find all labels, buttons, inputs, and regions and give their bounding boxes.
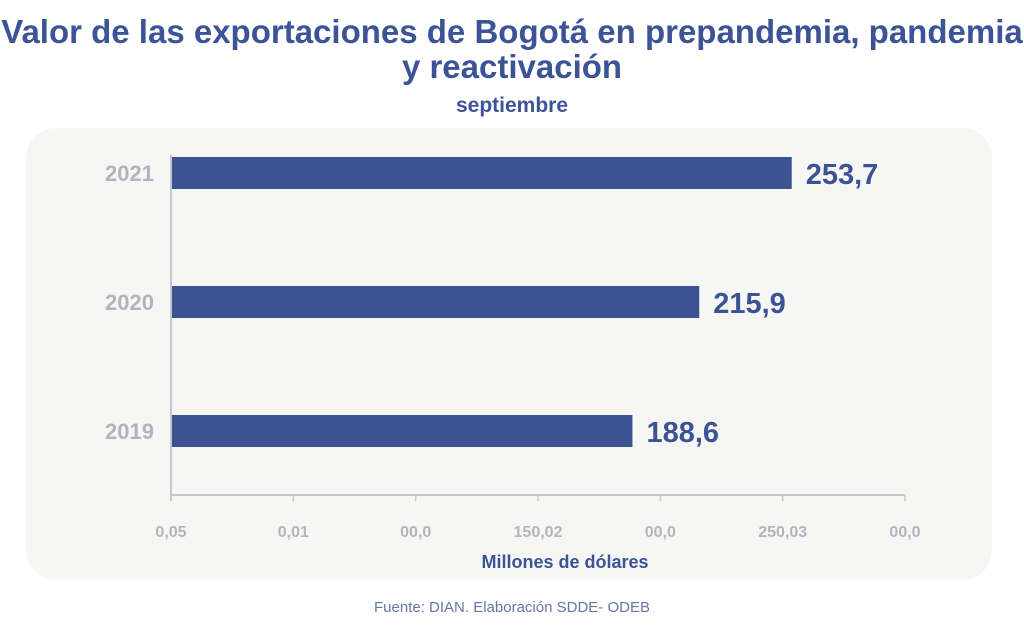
x-tick-label: 00,0: [645, 524, 676, 541]
chart-panel: [26, 128, 992, 580]
x-tick-label: 00,0: [889, 524, 920, 541]
bar-2020: [172, 286, 700, 318]
chart-subtitle: septiembre: [455, 94, 569, 117]
value-label-2021: 253,7: [806, 159, 879, 191]
value-label-2019: 188,6: [646, 417, 719, 449]
bar-2021: [172, 157, 792, 189]
value-label-2020: 215,9: [713, 288, 786, 320]
x-tick-label: 0,01: [278, 524, 309, 541]
chart-title: Valor de las exportaciones de Bogotá en …: [1, 13, 1023, 85]
category-label-2021: 2021: [105, 161, 154, 186]
x-tick-label: 250,03: [758, 524, 807, 541]
x-axis-title: Millones de dólares: [481, 552, 648, 572]
source-note: Fuente: DIAN. Elaboración SDDE- ODEB: [374, 599, 650, 616]
x-tick-label: 0,05: [155, 524, 186, 541]
category-label-2019: 2019: [105, 419, 154, 444]
category-label-2020: 2020: [105, 290, 154, 315]
x-tick-label: 150,02: [514, 524, 563, 541]
bar-2019: [172, 415, 633, 447]
x-tick-label: 00,0: [400, 524, 431, 541]
